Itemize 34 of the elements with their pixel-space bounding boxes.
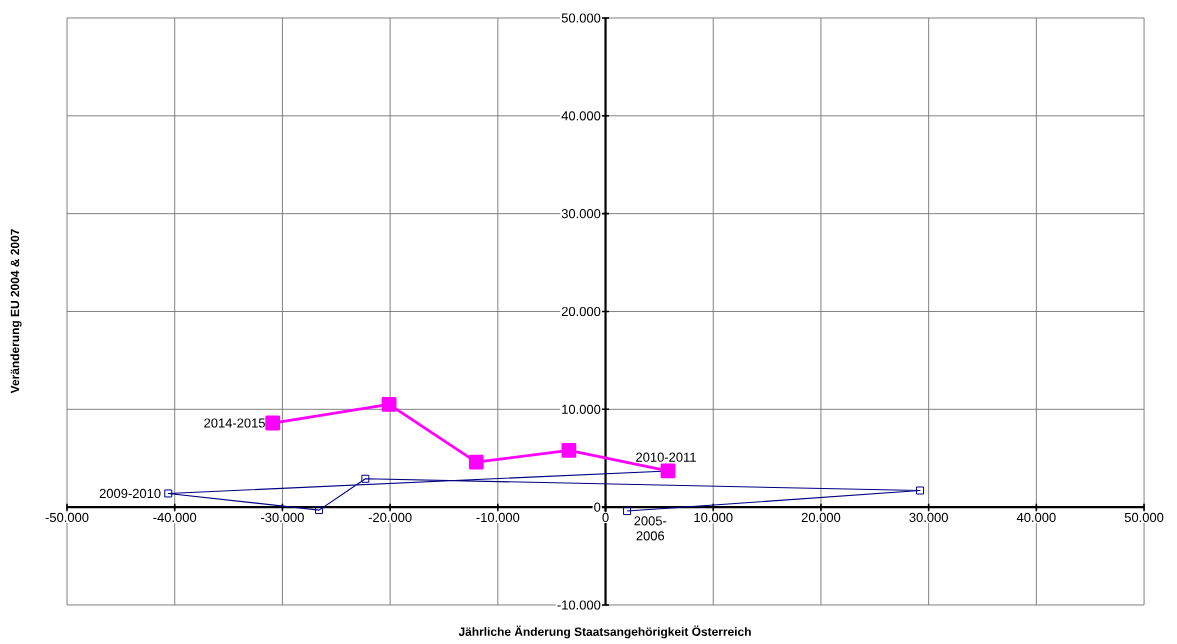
y-tick-label: 0 bbox=[594, 502, 601, 512]
y-tick-label: -10.000 bbox=[557, 600, 601, 610]
point bbox=[361, 474, 370, 483]
y-tick-label: 30.000 bbox=[561, 209, 601, 219]
annotation: 2005-2006 bbox=[634, 516, 667, 541]
y-tick-label: 20.000 bbox=[561, 306, 601, 317]
point bbox=[660, 463, 676, 479]
y-axis-title: Veränderung EU 2004 & 2007 bbox=[10, 229, 22, 394]
point bbox=[164, 489, 173, 498]
x-tick-label: -40.000 bbox=[153, 512, 197, 523]
x-tick-label: 10.000 bbox=[694, 512, 733, 523]
point bbox=[916, 486, 925, 495]
y-tick-label: 10.000 bbox=[562, 404, 601, 414]
y-tick-label: 40.000 bbox=[561, 111, 601, 121]
point bbox=[561, 443, 577, 458]
x-tick-label: 20.000 bbox=[801, 512, 841, 523]
x-axis-title: Jährliche Änderung Staatsangehörigkeit Österreich bbox=[458, 625, 751, 639]
x-tick-label: -20.000 bbox=[368, 512, 412, 523]
x-tick-label: 50.000 bbox=[1124, 512, 1164, 523]
x-tick-label: 40.000 bbox=[1016, 512, 1056, 523]
x-tick-label: -10.000 bbox=[476, 512, 520, 523]
x-tick-label: -50.000 bbox=[45, 512, 89, 523]
point bbox=[623, 507, 632, 516]
annotation: 2014-2015 bbox=[204, 418, 265, 428]
x-tick-label: 30.000 bbox=[909, 512, 948, 523]
point bbox=[381, 397, 397, 412]
point bbox=[315, 506, 324, 515]
x-tick-label: -30.000 bbox=[261, 512, 304, 523]
x-tick-label: 0 bbox=[602, 512, 609, 523]
annotation: 2010-2011 bbox=[636, 452, 696, 462]
y-tick-label: 50.000 bbox=[561, 13, 601, 23]
point bbox=[468, 454, 484, 470]
point bbox=[265, 415, 281, 431]
annotation: 2009-2010 bbox=[99, 488, 161, 499]
